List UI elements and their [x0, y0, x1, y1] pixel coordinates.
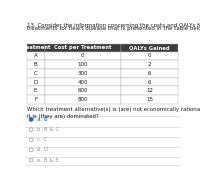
- Text: E: E: [34, 88, 37, 93]
- Text: 13. Consider the information concerning the costs and QALYs for various: 13. Consider the information concerning …: [27, 23, 200, 28]
- Text: a. B: a. B: [37, 117, 47, 122]
- Circle shape: [29, 138, 33, 142]
- Bar: [45, 69, 121, 78]
- Circle shape: [29, 158, 33, 162]
- Bar: [121, 95, 178, 104]
- Bar: [27, 69, 45, 78]
- Bar: [45, 78, 121, 87]
- Text: 400: 400: [78, 80, 88, 85]
- Bar: [121, 87, 178, 95]
- Bar: [45, 87, 121, 95]
- Text: 0: 0: [148, 53, 151, 58]
- Text: 600: 600: [78, 88, 88, 93]
- Bar: [27, 78, 45, 87]
- Text: 2: 2: [148, 62, 151, 67]
- Text: B: B: [34, 62, 37, 67]
- Text: e. B & E: e. B & E: [37, 158, 58, 163]
- Text: 100: 100: [78, 62, 88, 67]
- Text: 6: 6: [148, 71, 151, 76]
- Text: 6: 6: [148, 80, 151, 85]
- Bar: [27, 44, 45, 52]
- Bar: [121, 78, 178, 87]
- Text: 12: 12: [146, 88, 153, 93]
- Bar: [121, 52, 178, 60]
- Text: QALYs Gained: QALYs Gained: [129, 45, 170, 50]
- Text: it is (they are) dominated?: it is (they are) dominated?: [27, 114, 98, 119]
- Text: Cost per Treatment: Cost per Treatment: [54, 45, 112, 50]
- Text: 0: 0: [81, 53, 85, 58]
- Text: 800: 800: [78, 97, 88, 102]
- Text: Treatment: Treatment: [20, 45, 51, 50]
- Bar: [45, 44, 121, 52]
- Bar: [27, 87, 45, 95]
- Bar: [27, 95, 45, 104]
- Bar: [45, 95, 121, 104]
- Bar: [27, 52, 45, 60]
- Circle shape: [29, 118, 33, 121]
- Bar: [27, 60, 45, 69]
- Bar: [121, 69, 178, 78]
- Text: D: D: [34, 80, 38, 85]
- Text: b. B & C: b. B & C: [37, 127, 59, 132]
- Text: d. D: d. D: [37, 147, 48, 152]
- Text: F: F: [34, 97, 37, 102]
- Text: c. C: c. C: [37, 137, 47, 142]
- Text: 300: 300: [78, 71, 88, 76]
- Text: treatments for heart disease that is presented in the table below:: treatments for heart disease that is pre…: [27, 26, 200, 31]
- Circle shape: [29, 148, 33, 152]
- Bar: [121, 44, 178, 52]
- Text: Which treatment alternative(s) is (are) not economically rational (NER) because: Which treatment alternative(s) is (are) …: [27, 107, 200, 113]
- Bar: [45, 52, 121, 60]
- Text: C: C: [34, 71, 38, 76]
- Text: 15: 15: [146, 97, 153, 102]
- Bar: [45, 60, 121, 69]
- Text: A: A: [34, 53, 38, 58]
- Bar: [121, 60, 178, 69]
- Circle shape: [29, 128, 33, 131]
